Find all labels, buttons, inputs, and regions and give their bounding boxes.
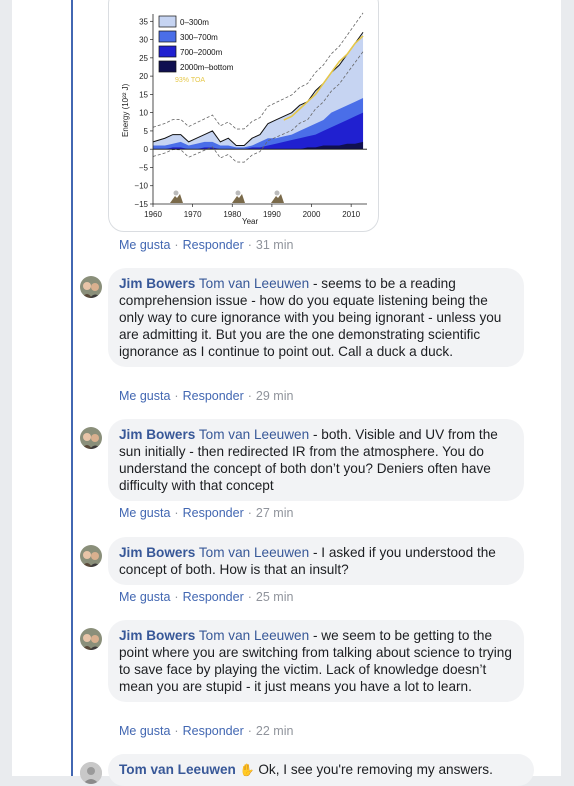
comment-timestamp: 31 min: [255, 238, 294, 252]
comment-bubble: Tom van Leeuwen ✋ Ok, I see you're remov…: [108, 754, 534, 786]
y-tick-label: −10: [134, 182, 148, 191]
avatar[interactable]: [80, 427, 102, 449]
like-button[interactable]: Me gusta: [119, 590, 171, 604]
x-tick-label: 1990: [263, 210, 281, 219]
comment-bubble: Jim Bowers Tom van Leeuwen - seems to be…: [108, 268, 524, 367]
toa-line: [283, 35, 364, 121]
area-0–300m: [153, 32, 364, 150]
comment-timestamp: 29 min: [255, 389, 294, 403]
comment-mention[interactable]: Tom van Leeuwen: [198, 276, 310, 291]
y-tick-label: 20: [139, 72, 148, 81]
y-tick-label: 15: [139, 90, 148, 99]
reply-button[interactable]: Responder: [182, 389, 244, 403]
comment-timestamp: 25 min: [255, 590, 294, 604]
comment-actions: Me gusta · Responder · 31 min: [119, 238, 294, 252]
comment-actions: Me gusta · Responder · 22 min: [119, 724, 294, 738]
legend-label: 300–700m: [180, 33, 218, 42]
like-button[interactable]: Me gusta: [119, 389, 171, 403]
comment-author[interactable]: Jim Bowers: [119, 628, 196, 643]
y-tick-label: 0: [144, 145, 149, 154]
volcano-icon: [271, 190, 284, 203]
comment-author[interactable]: Tom van Leeuwen: [119, 762, 236, 777]
attached-chart-image[interactable]: 35 30 25 20 15 10 5 0 −5 −10 −15 1960 1970 1980 1990 20…: [108, 0, 379, 232]
area-700–2000m: [153, 112, 364, 150]
comment-bubble: Jim Bowers Tom van Leeuwen - both. Visib…: [108, 419, 524, 501]
y-tick-label: −15: [134, 200, 148, 209]
y-axis-label: Energy (10²² J): [121, 83, 130, 137]
y-tick-label: −5: [139, 163, 149, 172]
comment-mention[interactable]: Tom van Leeuwen: [198, 545, 310, 560]
comment-bubble: Jim Bowers Tom van Leeuwen - we seem to …: [108, 620, 524, 702]
y-tick-label: 35: [139, 17, 148, 26]
like-button[interactable]: Me gusta: [119, 238, 171, 252]
comment-timestamp: 22 min: [255, 724, 294, 738]
reply-button[interactable]: Responder: [182, 506, 244, 520]
reply-button[interactable]: Responder: [182, 590, 244, 604]
legend-swatch: [158, 45, 177, 58]
x-tick-label: 1980: [223, 210, 241, 219]
legend-label: 700–2000m: [180, 48, 223, 57]
comment-text: - we seem to be getting to the point whe…: [119, 628, 512, 694]
y-tick-label: 25: [139, 54, 148, 63]
comment-bubble: Jim Bowers Tom van Leeuwen - I asked if …: [108, 537, 524, 585]
reply-button[interactable]: Responder: [182, 724, 244, 738]
avatar[interactable]: [80, 276, 102, 298]
area-2000m–bottom: [153, 141, 364, 150]
comment-text: - I asked if you understood the concept …: [119, 545, 496, 577]
comment-mention[interactable]: Tom van Leeuwen: [198, 628, 310, 643]
comment-actions: Me gusta · Responder · 29 min: [119, 389, 294, 403]
reply-button[interactable]: Responder: [182, 238, 244, 252]
comment-actions: Me gusta · Responder · 25 min: [119, 590, 294, 604]
x-tick-label: 1960: [144, 210, 162, 219]
uncertainty-band: [152, 51, 364, 163]
avatar[interactable]: [80, 762, 102, 784]
legend-swatch: [158, 30, 177, 43]
legend-swatch: [158, 15, 177, 28]
thread-line: [71, 0, 73, 776]
comment-timestamp: 27 min: [255, 506, 294, 520]
comment-author[interactable]: Jim Bowers: [119, 545, 196, 560]
uncertainty-band: [152, 12, 364, 130]
x-tick-label: 2010: [342, 210, 360, 219]
y-tick-label: 10: [139, 109, 148, 118]
comment-author[interactable]: Jim Bowers: [119, 276, 196, 291]
volcano-icon: [170, 190, 183, 203]
raised-hand-icon: ✋: [239, 763, 255, 777]
avatar[interactable]: [80, 545, 102, 567]
like-button[interactable]: Me gusta: [119, 724, 171, 738]
legend-label: 0–300m: [180, 18, 209, 27]
comment-text: - both. Visible and UV from the sun init…: [119, 427, 498, 493]
comment-text: Ok, I see you're removing my answers.: [254, 762, 493, 777]
avatar[interactable]: [80, 628, 102, 650]
x-axis-label: Year: [242, 217, 259, 226]
toa-label: 93% TOA: [175, 77, 205, 84]
volcano-icon: [232, 190, 245, 203]
like-button[interactable]: Me gusta: [119, 506, 171, 520]
x-tick-label: 1970: [184, 210, 202, 219]
legend-label: 2000m–bottom: [180, 63, 234, 72]
comment-actions: Me gusta · Responder · 27 min: [119, 506, 294, 520]
x-tick-label: 2000: [303, 210, 321, 219]
comment-text: - seems to be a reading comprehension is…: [119, 276, 502, 359]
y-tick-label: 30: [139, 36, 148, 45]
comment-mention[interactable]: Tom van Leeuwen: [198, 427, 310, 442]
y-tick-label: 5: [144, 127, 149, 136]
legend-swatch: [158, 60, 177, 73]
comment-author[interactable]: Jim Bowers: [119, 427, 196, 442]
